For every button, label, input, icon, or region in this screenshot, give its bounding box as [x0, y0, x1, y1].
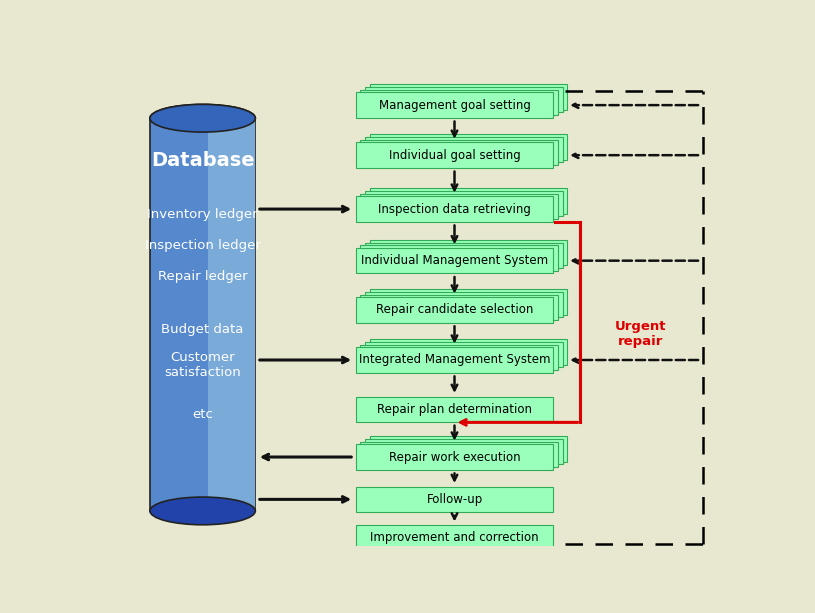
Text: Repair plan determination: Repair plan determination [377, 403, 532, 416]
FancyBboxPatch shape [360, 140, 558, 165]
Text: Follow-up: Follow-up [426, 493, 482, 506]
FancyBboxPatch shape [365, 439, 562, 464]
Text: Management goal setting: Management goal setting [378, 99, 531, 112]
FancyBboxPatch shape [360, 89, 558, 115]
FancyBboxPatch shape [360, 345, 558, 370]
Text: Individual Management System: Individual Management System [361, 254, 548, 267]
FancyBboxPatch shape [355, 248, 553, 273]
FancyBboxPatch shape [370, 339, 567, 365]
FancyBboxPatch shape [355, 297, 553, 322]
Text: Individual goal setting: Individual goal setting [389, 149, 520, 162]
Text: Budget data: Budget data [161, 324, 244, 337]
Text: Database: Database [151, 151, 254, 170]
FancyBboxPatch shape [370, 240, 567, 265]
FancyBboxPatch shape [355, 487, 553, 512]
FancyBboxPatch shape [365, 87, 562, 112]
Polygon shape [150, 118, 255, 511]
FancyBboxPatch shape [355, 196, 553, 222]
FancyBboxPatch shape [360, 295, 558, 320]
Text: Inventory ledger: Inventory ledger [148, 208, 258, 221]
FancyBboxPatch shape [370, 289, 567, 314]
FancyBboxPatch shape [355, 142, 553, 168]
Text: Inspection ledger: Inspection ledger [145, 239, 261, 252]
FancyBboxPatch shape [370, 85, 567, 110]
FancyBboxPatch shape [355, 348, 553, 373]
Ellipse shape [150, 104, 255, 132]
FancyBboxPatch shape [365, 342, 562, 367]
FancyBboxPatch shape [370, 134, 567, 160]
Polygon shape [208, 118, 255, 511]
FancyBboxPatch shape [365, 292, 562, 318]
Text: etc: etc [192, 408, 213, 421]
FancyBboxPatch shape [355, 397, 553, 422]
FancyBboxPatch shape [360, 245, 558, 271]
FancyBboxPatch shape [355, 444, 553, 470]
FancyBboxPatch shape [370, 436, 567, 462]
FancyBboxPatch shape [365, 137, 562, 162]
Text: Improvement and correction: Improvement and correction [370, 531, 539, 544]
Text: Customer
satisfaction: Customer satisfaction [165, 351, 241, 379]
Text: Inspection data retrieving: Inspection data retrieving [378, 202, 531, 216]
Text: Integrated Management System: Integrated Management System [359, 354, 550, 367]
Text: Urgent
repair: Urgent repair [615, 320, 666, 348]
Text: Repair work execution: Repair work execution [389, 451, 520, 463]
FancyBboxPatch shape [360, 194, 558, 219]
FancyBboxPatch shape [355, 525, 553, 550]
Ellipse shape [150, 104, 255, 132]
Text: Repair ledger: Repair ledger [158, 270, 248, 283]
FancyBboxPatch shape [360, 441, 558, 467]
FancyBboxPatch shape [355, 93, 553, 118]
FancyBboxPatch shape [365, 191, 562, 216]
Ellipse shape [150, 497, 255, 525]
FancyBboxPatch shape [370, 188, 567, 214]
FancyBboxPatch shape [365, 243, 562, 268]
Text: Repair candidate selection: Repair candidate selection [376, 303, 533, 316]
